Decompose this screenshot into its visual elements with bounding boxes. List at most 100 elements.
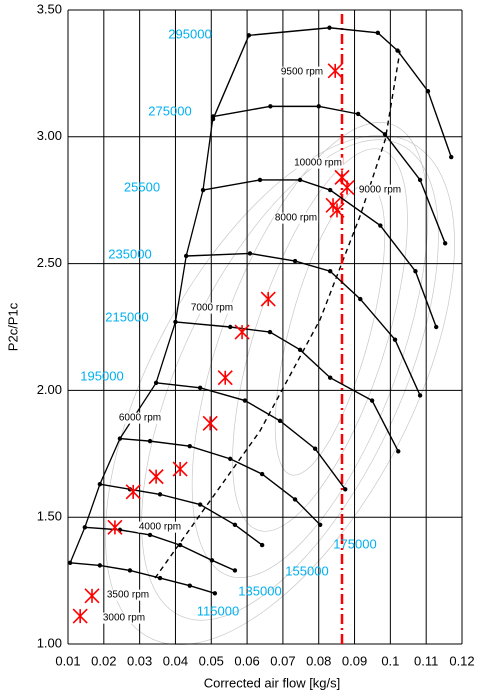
rpm-annotation: 9000 rpm [359, 185, 401, 196]
x-tick-label: 0.1 [381, 653, 399, 668]
speed-line [70, 562, 216, 594]
speed-point [147, 438, 153, 444]
measured-point [202, 415, 218, 431]
speed-point [232, 568, 238, 573]
speed-point [327, 375, 333, 380]
x-tick-label: 0.09 [342, 653, 367, 668]
speed-point [375, 30, 381, 36]
speed-point [97, 563, 103, 568]
x-tick-label: 0.06 [234, 653, 259, 668]
speed-label: 135000 [238, 583, 281, 598]
y-axis-title: P2c/P1c [5, 302, 20, 351]
speed-point [297, 347, 303, 353]
x-tick-label: 0.08 [306, 653, 331, 668]
speed-point [177, 542, 183, 548]
annotation-background [117, 412, 163, 424]
speed-point [327, 269, 333, 274]
x-tick-label: 0.03 [127, 653, 152, 668]
annotation-background [293, 157, 343, 169]
x-tick-label: 0.01 [55, 653, 80, 668]
speed-point [157, 492, 163, 497]
speed-point [82, 525, 88, 530]
speed-point [157, 575, 163, 581]
speed-point [327, 25, 332, 30]
measured-point [217, 370, 233, 386]
x-tick-label: 0.11 [414, 653, 438, 668]
operating-line [154, 50, 401, 579]
speed-point [267, 329, 273, 335]
rpm-annotation: 9500 rpm [281, 67, 323, 78]
speed-line [84, 526, 236, 572]
speed-label: 275000 [148, 103, 191, 118]
rpm-annotation: 3000 rpm [103, 613, 145, 624]
speed-point [355, 111, 361, 117]
speed-point [277, 418, 283, 424]
speed-point [358, 296, 363, 302]
speed-line [99, 483, 263, 546]
speed-point [257, 177, 263, 183]
speed-line [212, 27, 452, 158]
annotation-background [101, 612, 147, 624]
speed-point [292, 258, 298, 264]
x-tick-label: 0.07 [270, 653, 295, 668]
speed-label: 175000 [333, 536, 376, 551]
measured-point [172, 461, 188, 477]
speed-label: 25500 [124, 179, 160, 194]
speed-point [382, 132, 388, 137]
speed-point [316, 104, 321, 109]
speed-point [259, 542, 265, 548]
speed-point [396, 449, 401, 454]
y-tick-label: 1.50 [37, 509, 62, 524]
rpm-annotation: 6000 rpm [119, 413, 161, 424]
speed-point [425, 88, 431, 94]
speed-point [117, 436, 123, 441]
annotation-background [189, 302, 235, 314]
speed-point [449, 154, 454, 160]
speed-label: 155000 [285, 563, 328, 578]
speed-point [197, 385, 203, 391]
speed-point [197, 502, 203, 507]
speed-point [247, 251, 253, 256]
y-tick-label: 2.50 [37, 255, 62, 270]
speed-point [343, 487, 348, 492]
speed-point [187, 583, 192, 588]
speed-point [153, 380, 159, 385]
speed-point [97, 482, 103, 487]
speed-point [292, 497, 298, 502]
measured-point [107, 519, 123, 535]
annotation-background [137, 521, 183, 533]
rpm-annotation: 10000 rpm [294, 158, 342, 169]
speed-point [184, 253, 189, 259]
speed-point [395, 48, 400, 53]
speed-point [127, 568, 133, 573]
speed-point [312, 446, 318, 451]
speed-point [147, 532, 153, 538]
y-tick-label: 3.50 [37, 1, 62, 16]
speed-point [228, 324, 233, 330]
y-tick-label: 2.00 [37, 382, 62, 397]
speed-point [268, 104, 273, 109]
y-tick-label: 3.00 [37, 128, 62, 143]
y-tick-label: 1.00 [37, 635, 62, 650]
speed-label: 295000 [168, 26, 211, 41]
measured-point [327, 63, 343, 79]
speed-point [259, 471, 265, 477]
speed-point [209, 558, 215, 563]
x-axis-title: Corrected air flow [kg/s] [204, 675, 341, 690]
rpm-annotation: 4000 rpm [139, 522, 181, 533]
speed-point [212, 591, 218, 596]
annotation-background [357, 184, 403, 196]
speed-label: 235000 [108, 246, 151, 261]
speed-point [67, 560, 73, 566]
measured-point [148, 469, 164, 485]
speed-point [378, 223, 383, 228]
speed-point [417, 393, 423, 398]
measured-point [125, 484, 141, 500]
speed-point [187, 443, 192, 449]
measured-point [84, 588, 100, 604]
speed-point [232, 522, 238, 528]
speed-point [442, 241, 448, 246]
annotation-background [279, 66, 325, 78]
rpm-annotation: 7000 rpm [191, 303, 233, 314]
rpm-annotation: 3500 rpm [107, 590, 149, 601]
